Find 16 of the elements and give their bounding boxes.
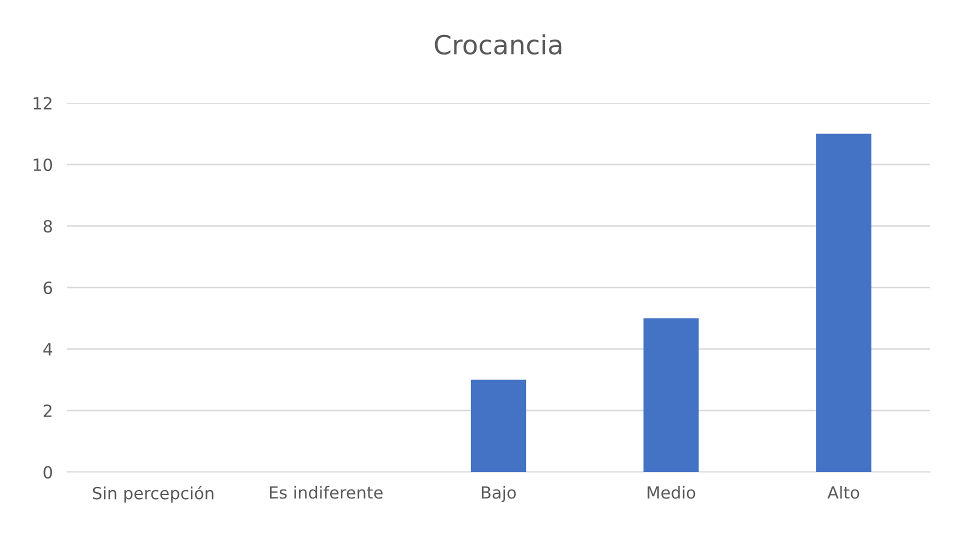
x-tick-label: Bajo	[482, 486, 516, 502]
y-tick-label: 0	[44, 466, 52, 479]
bar	[643, 318, 699, 472]
y-tick-label: 8	[44, 220, 52, 233]
x-tick-label: Es indiferente	[270, 486, 383, 499]
x-tick-label: Medio	[648, 486, 696, 499]
chart-title: Crocancia	[434, 34, 562, 55]
bar	[816, 134, 872, 472]
y-tick-label: 4	[43, 343, 52, 356]
x-tick-label: Sin percepción	[92, 486, 214, 503]
bar	[470, 380, 526, 472]
y-tick-label: 12	[34, 96, 52, 110]
y-tick-label: 10	[34, 158, 52, 172]
y-tick-label: 2	[44, 404, 52, 417]
x-tick-label: Alto	[827, 486, 860, 499]
y-tick-label: 6	[44, 281, 52, 294]
